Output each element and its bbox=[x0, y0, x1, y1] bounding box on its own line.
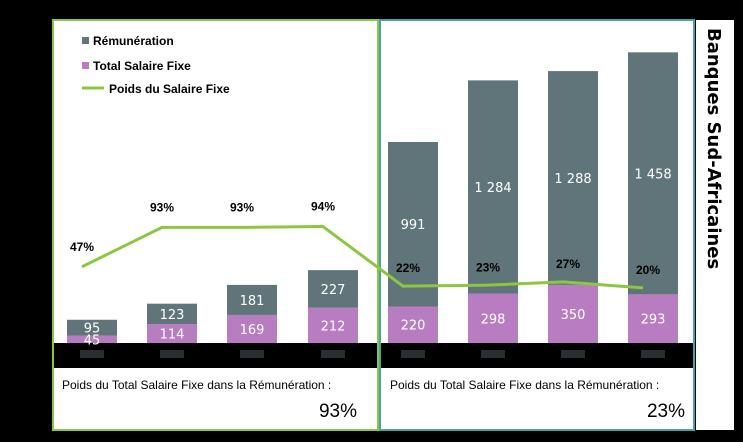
label-poids-1: 93% bbox=[150, 200, 174, 214]
legend-label-salaire-fixe: Total Salaire Fixe bbox=[93, 59, 191, 73]
label-poids-3: 94% bbox=[311, 200, 335, 214]
side-title: Banques Sud-Africaines bbox=[703, 28, 724, 269]
caption-left-text: Poids du Total Salaire Fixe dans la Rému… bbox=[62, 378, 331, 392]
bar-remuneration-3 bbox=[308, 270, 358, 308]
bar-salaire-fixe-5 bbox=[468, 293, 518, 343]
label-salaire-fixe-6: 350 bbox=[561, 308, 586, 323]
bar-remuneration-0 bbox=[67, 319, 117, 336]
label-salaire-fixe-2: 169 bbox=[240, 323, 265, 338]
bar-remuneration-6 bbox=[548, 71, 598, 285]
legend-swatch-salaire-fixe bbox=[82, 62, 89, 69]
bar-salaire-fixe-6 bbox=[548, 284, 598, 343]
label-salaire-fixe-1: 114 bbox=[160, 328, 185, 343]
category-tick-1 bbox=[160, 350, 184, 358]
label-poids-5: 23% bbox=[476, 260, 500, 274]
label-poids-0: 47% bbox=[70, 240, 94, 254]
panel-border-left bbox=[52, 19, 379, 431]
line-poids-salaire-fixe bbox=[81, 225, 644, 290]
label-remuneration-0: 95 bbox=[84, 322, 101, 337]
bar-remuneration-2 bbox=[227, 284, 277, 315]
bar-salaire-fixe-7 bbox=[628, 294, 678, 343]
bar-remuneration-7 bbox=[628, 52, 678, 295]
bar-salaire-fixe-2 bbox=[227, 314, 277, 343]
side-title-area bbox=[696, 20, 734, 430]
caption-left-value: 93% bbox=[319, 401, 357, 422]
bar-salaire-fixe-1 bbox=[147, 324, 197, 343]
label-poids-2: 93% bbox=[230, 200, 254, 214]
label-poids-7: 20% bbox=[636, 263, 660, 277]
label-poids-4: 22% bbox=[396, 261, 420, 275]
label-remuneration-4: 991 bbox=[401, 218, 426, 233]
label-remuneration-3: 227 bbox=[321, 283, 346, 298]
label-remuneration-6: 1 288 bbox=[554, 172, 591, 187]
caption-area-left bbox=[53, 368, 378, 430]
bar-remuneration-5 bbox=[468, 80, 518, 294]
category-tick-5 bbox=[481, 350, 505, 358]
legend: Rémunération Total Salaire Fixe Poids du… bbox=[82, 34, 230, 96]
caption-right-text: Poids du Total Salaire Fixe dans la Rému… bbox=[390, 378, 659, 392]
category-tick-6 bbox=[561, 350, 585, 358]
caption-right-value: 23% bbox=[647, 401, 685, 422]
label-remuneration-7: 1 458 bbox=[634, 167, 671, 182]
label-remuneration-2: 181 bbox=[240, 294, 265, 309]
label-salaire-fixe-0: 45 bbox=[84, 333, 101, 348]
category-tick-4 bbox=[401, 350, 425, 358]
category-tick-3 bbox=[321, 350, 345, 358]
bar-salaire-fixe-4 bbox=[388, 306, 438, 343]
bar-remuneration-4 bbox=[388, 141, 438, 307]
label-remuneration-5: 1 284 bbox=[474, 181, 511, 196]
bar-remuneration-1 bbox=[147, 303, 197, 325]
bar-salaire-fixe-3 bbox=[308, 307, 358, 343]
label-salaire-fixe-3: 212 bbox=[321, 319, 346, 334]
category-tick-0 bbox=[80, 350, 104, 358]
label-poids-6: 27% bbox=[556, 257, 580, 271]
bar-salaire-fixe-0 bbox=[67, 335, 117, 343]
legend-label-poids: Poids du Salaire Fixe bbox=[109, 82, 230, 96]
category-tick-2 bbox=[240, 350, 264, 358]
legend-swatch-remuneration bbox=[82, 37, 89, 44]
label-salaire-fixe-4: 220 bbox=[401, 319, 426, 334]
line-group: 47% 93% 93% 94% 22% 23% 27% 20% bbox=[70, 200, 660, 290]
label-salaire-fixe-7: 293 bbox=[641, 313, 666, 328]
caption-area-right bbox=[380, 368, 694, 430]
label-salaire-fixe-5: 298 bbox=[481, 312, 506, 327]
category-tick-7 bbox=[641, 350, 665, 358]
label-remuneration-1: 123 bbox=[160, 308, 185, 323]
legend-label-remuneration: Rémunération bbox=[93, 34, 174, 48]
panel-border-right bbox=[379, 19, 695, 431]
